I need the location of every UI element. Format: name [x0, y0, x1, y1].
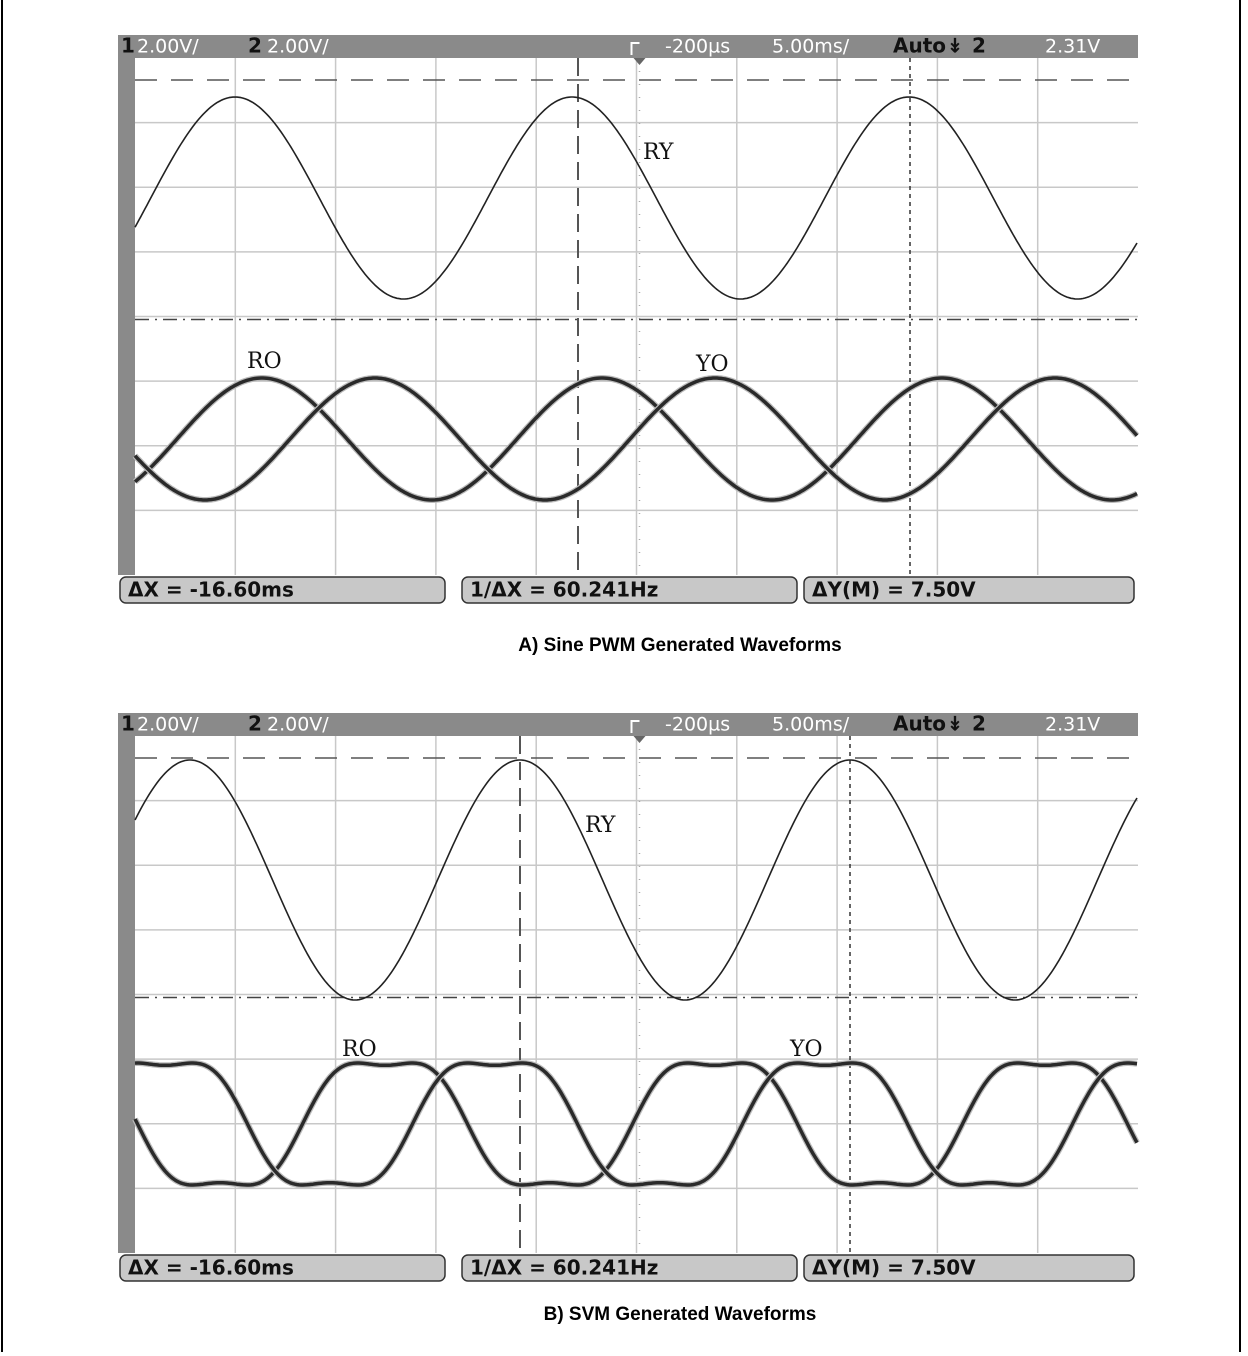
- channel-number: 2: [248, 712, 262, 736]
- channel-number: 1: [121, 712, 135, 736]
- channel-scale: 2.00V/: [137, 714, 199, 736]
- readout: ΔY(M) = 7.50V: [812, 1256, 976, 1280]
- trace-label: YO: [695, 352, 729, 377]
- channel-scale: 2.00V/: [137, 36, 199, 58]
- page: 12.00V/22.00V/-200µs5.00ms/Auto↡22.31VΔX…: [0, 0, 1248, 1352]
- readout: ΔY(M) = 7.50V: [812, 578, 976, 602]
- channel-number: 2: [248, 34, 262, 58]
- mode: Auto: [893, 34, 946, 58]
- trigger-source: 2: [972, 712, 986, 736]
- caption: A) Sine PWM Generated Waveforms: [518, 635, 841, 656]
- timebase: 5.00ms/: [772, 714, 850, 736]
- trace-label: RY: [585, 813, 616, 838]
- trace-label: YO: [789, 1037, 823, 1062]
- trigger-level: 2.31V: [1045, 36, 1100, 58]
- channel-scale: 2.00V/: [267, 714, 329, 736]
- readout: ΔX = -16.60ms: [128, 1256, 294, 1280]
- trigger-source: 2: [972, 34, 986, 58]
- delay: -200µs: [665, 714, 730, 736]
- delay: -200µs: [665, 36, 730, 58]
- caption: B) SVM Generated Waveforms: [544, 1304, 817, 1325]
- readout: 1/ΔX = 60.241Hz: [470, 578, 658, 602]
- channel-scale: 2.00V/: [267, 36, 329, 58]
- channel-number: 1: [121, 34, 135, 58]
- trace-label: RY: [643, 140, 674, 165]
- mode: Auto: [893, 712, 946, 736]
- trigger-edge: ↡: [947, 34, 964, 58]
- trigger-edge: ↡: [947, 712, 964, 736]
- trace-label: RO: [247, 349, 282, 374]
- trigger-level: 2.31V: [1045, 714, 1100, 736]
- timebase: 5.00ms/: [772, 36, 850, 58]
- readout: ΔX = -16.60ms: [128, 578, 294, 602]
- readout: 1/ΔX = 60.241Hz: [470, 1256, 658, 1280]
- trace-label: RO: [342, 1037, 377, 1062]
